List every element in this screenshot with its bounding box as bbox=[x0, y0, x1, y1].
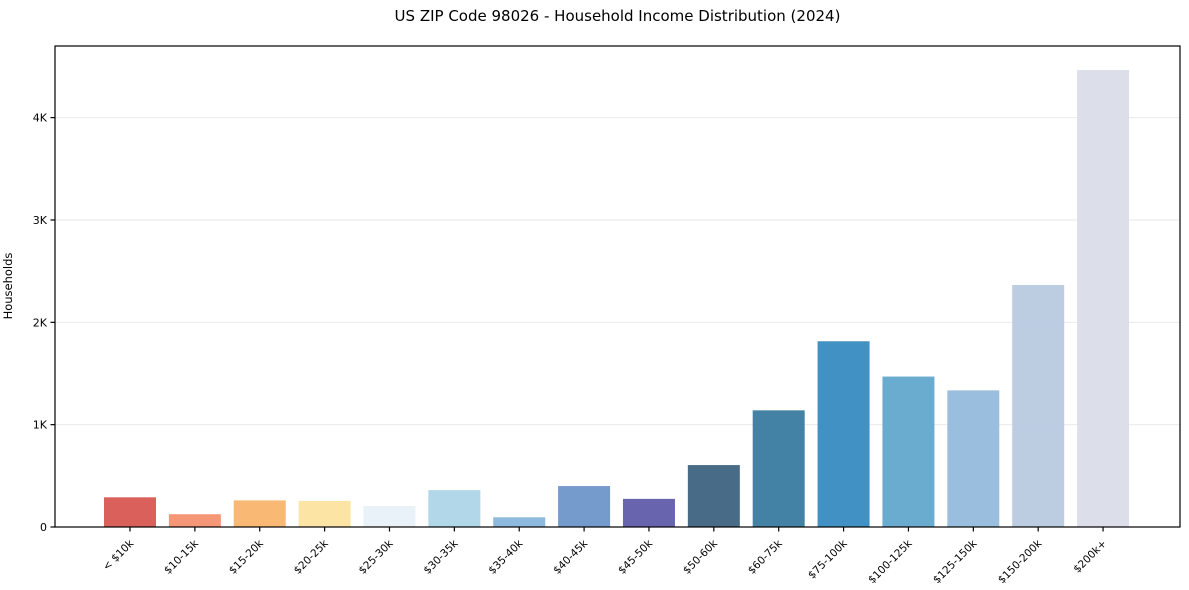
bar bbox=[168, 514, 221, 527]
bar bbox=[298, 500, 351, 527]
bar bbox=[104, 497, 156, 527]
y-tick-label: 4K bbox=[33, 112, 48, 125]
x-tick-label: $30-35k bbox=[421, 537, 461, 577]
x-tick-label: < $10k bbox=[101, 537, 137, 573]
bar bbox=[817, 341, 870, 527]
bar bbox=[363, 506, 416, 527]
x-tick-label: $125-150k bbox=[931, 537, 980, 586]
bar bbox=[752, 410, 805, 527]
x-tick-label: $50-60k bbox=[681, 537, 721, 577]
x-tick-label: $200k+ bbox=[1071, 538, 1109, 576]
x-tick-label: $10-15k bbox=[162, 537, 202, 577]
x-tick-label: $100-125k bbox=[866, 537, 915, 586]
bar bbox=[1012, 284, 1065, 527]
y-tick-label: 1K bbox=[33, 419, 48, 432]
bar bbox=[428, 490, 481, 527]
y-tick-label: 0 bbox=[40, 521, 47, 534]
x-tick-label: $20-25k bbox=[292, 537, 332, 577]
bar bbox=[233, 500, 286, 527]
bar bbox=[1077, 70, 1130, 528]
x-tick-label: $45-50k bbox=[616, 537, 656, 577]
x-tick-label: $150-200k bbox=[996, 537, 1045, 586]
bar bbox=[687, 465, 740, 527]
y-tick-label: 2K bbox=[33, 316, 48, 329]
bar bbox=[493, 517, 546, 527]
x-tick-label: $35-40k bbox=[486, 537, 526, 577]
plot-frame bbox=[54, 45, 1181, 528]
x-tick-label: $40-45k bbox=[551, 537, 591, 577]
bar bbox=[947, 390, 1000, 527]
y-tick-label: 3K bbox=[33, 214, 48, 227]
bar bbox=[882, 376, 935, 527]
bar bbox=[558, 486, 611, 527]
x-tick-label: $75-100k bbox=[806, 537, 850, 581]
x-tick-label: $25-30k bbox=[357, 537, 397, 577]
x-tick-label: $60-75k bbox=[746, 537, 786, 577]
bar bbox=[622, 498, 675, 527]
chart-title: US ZIP Code 98026 - Household Income Dis… bbox=[394, 7, 841, 25]
x-tick-label: $15-20k bbox=[227, 537, 267, 577]
